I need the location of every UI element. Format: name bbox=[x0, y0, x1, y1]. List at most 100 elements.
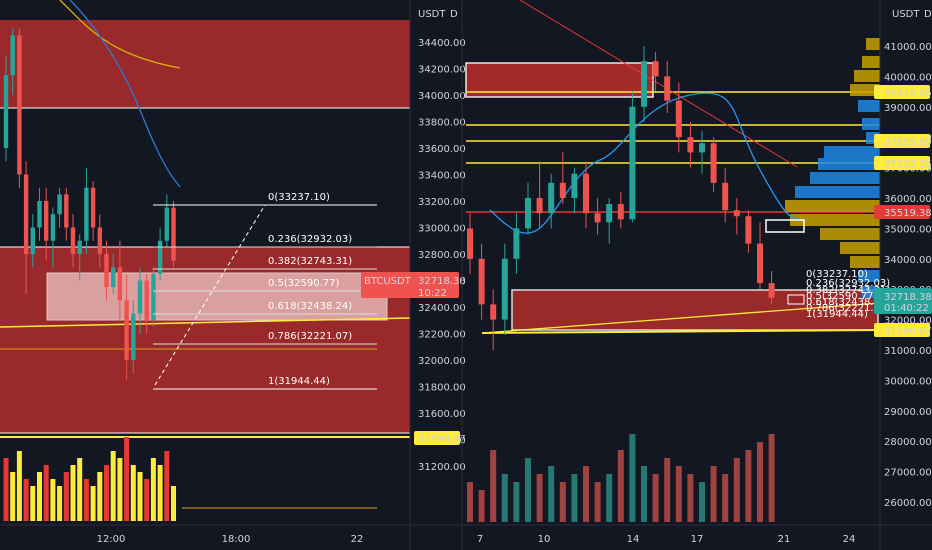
volume-profile-bar bbox=[862, 118, 880, 130]
candle-body bbox=[137, 280, 143, 314]
volume-bar bbox=[629, 434, 636, 522]
candle-body bbox=[10, 35, 15, 76]
volume-bar bbox=[733, 458, 740, 522]
volume-profile-bar bbox=[854, 70, 880, 82]
candle-body bbox=[104, 254, 109, 288]
candle-body bbox=[606, 204, 613, 223]
volume-bar bbox=[536, 474, 543, 522]
level-badge-label: 37123.35 bbox=[884, 159, 932, 170]
volume-bar bbox=[16, 451, 22, 521]
x-tick-label: 18:00 bbox=[222, 534, 251, 545]
volume-bar bbox=[525, 458, 531, 522]
candle-body bbox=[594, 213, 601, 223]
support-badge-label: 31590.97 bbox=[418, 434, 466, 445]
candle-body bbox=[30, 227, 35, 254]
volume-bar bbox=[745, 450, 752, 522]
volume-profile-bar bbox=[824, 146, 880, 158]
candle-body bbox=[164, 207, 169, 241]
candle-body bbox=[97, 227, 102, 254]
candle-body bbox=[111, 267, 116, 288]
level-badge bbox=[874, 205, 930, 219]
last-price-value: 32718.38 bbox=[418, 276, 466, 287]
x-tick-label: 22 bbox=[351, 534, 364, 545]
volume-profile-bar bbox=[795, 186, 880, 198]
volume-bar bbox=[687, 474, 694, 522]
marker-box bbox=[765, 219, 805, 233]
y-tick-label: 32200.00 bbox=[418, 330, 466, 341]
volume-profile-bar bbox=[818, 158, 880, 170]
y-tick-label: 33200.00 bbox=[418, 197, 466, 208]
support-badge bbox=[414, 431, 460, 445]
currency-label: USDT bbox=[418, 9, 446, 20]
volume-profile-bar bbox=[785, 200, 880, 212]
level-badge-label: 37855.89 bbox=[884, 137, 932, 148]
x-tick-label: 7 bbox=[477, 534, 483, 545]
volume-bar bbox=[110, 451, 116, 521]
candle-body bbox=[124, 300, 129, 360]
volume-bar bbox=[77, 458, 83, 521]
fib-level-label: 0(33237.10) bbox=[806, 269, 868, 280]
y-tick-label: 33600.00 bbox=[418, 144, 466, 155]
y-tick-label: 28000.00 bbox=[884, 437, 932, 448]
candle-body bbox=[37, 201, 42, 228]
volume-profile-bar bbox=[810, 172, 880, 184]
candle-body bbox=[17, 35, 22, 175]
fib-level-label: 1(31944.44) bbox=[806, 309, 868, 320]
fib-level-label: 0.382(32743.31) bbox=[806, 285, 890, 296]
y-tick-label: 32400.00 bbox=[418, 303, 466, 314]
volume-bar bbox=[675, 466, 682, 522]
candle-body bbox=[583, 173, 589, 214]
volume-bar bbox=[97, 472, 103, 521]
candle-body bbox=[50, 214, 56, 241]
volume-bar bbox=[768, 434, 775, 522]
y-tick-label: 31600.00 bbox=[418, 409, 466, 420]
candle-body bbox=[23, 174, 29, 254]
rising-trendline bbox=[481, 302, 881, 334]
fib-level-label: 0.236(32932.03) bbox=[268, 234, 352, 245]
volume-bar bbox=[83, 479, 89, 521]
symbol-label: BTCUSDT bbox=[364, 276, 412, 287]
descending-trendline bbox=[519, 0, 798, 168]
level-badge bbox=[874, 134, 930, 148]
candle-body bbox=[675, 100, 682, 138]
candle-body bbox=[84, 187, 89, 241]
candle-body bbox=[90, 187, 96, 228]
volume-bar bbox=[90, 486, 96, 521]
volume-bar bbox=[144, 479, 150, 521]
countdown-label: 01:40:22 bbox=[884, 303, 929, 314]
volume-bar bbox=[171, 486, 176, 521]
y-tick-label: 29000.00 bbox=[884, 407, 932, 418]
level-badge-label: 39445.65 bbox=[884, 88, 932, 99]
y-tick-label: 33800.00 bbox=[418, 118, 466, 129]
currency-suffix: D bbox=[450, 9, 458, 20]
volume-bar bbox=[722, 474, 729, 522]
candle-body bbox=[745, 216, 752, 244]
fib-diagonal bbox=[154, 204, 266, 386]
volume-profile-bar bbox=[820, 228, 880, 240]
support-level-yellow bbox=[481, 329, 881, 334]
candle-body bbox=[652, 61, 659, 77]
y-tick-label: 34200.00 bbox=[418, 65, 466, 76]
fib-level-label: 0.236(32932.03) bbox=[806, 278, 890, 289]
marker-box bbox=[787, 294, 805, 305]
candle-body bbox=[44, 201, 49, 241]
y-tick-label: 32000.00 bbox=[418, 356, 466, 367]
volume-bar bbox=[3, 458, 9, 521]
y-tick-label: 41000.00 bbox=[884, 42, 932, 53]
candle-body bbox=[629, 106, 636, 220]
volume-bar bbox=[63, 472, 69, 521]
y-tick-label: 31000.00 bbox=[884, 346, 932, 357]
candle-body bbox=[64, 194, 69, 228]
candle-body bbox=[3, 75, 9, 148]
level-badge bbox=[874, 323, 930, 337]
volume-bar bbox=[606, 474, 613, 522]
volume-bar bbox=[664, 458, 671, 522]
x-tick-label: 10 bbox=[538, 534, 551, 545]
volume-bar bbox=[43, 465, 49, 521]
volume-bar bbox=[104, 465, 109, 521]
candle-body bbox=[70, 227, 76, 254]
y-tick-label: 31800.00 bbox=[418, 383, 466, 394]
volume-bar bbox=[130, 465, 136, 521]
candle-body bbox=[144, 280, 149, 321]
